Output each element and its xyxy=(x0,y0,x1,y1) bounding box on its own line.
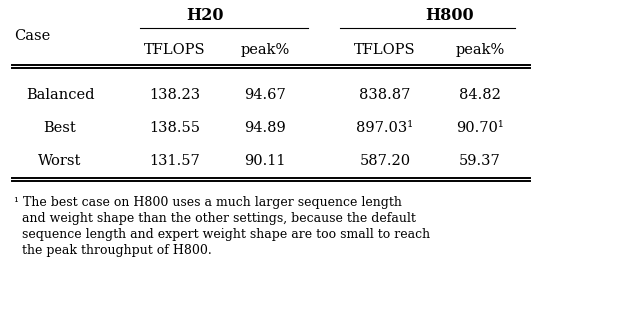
Text: peak%: peak% xyxy=(456,43,504,57)
Text: peak%: peak% xyxy=(241,43,290,57)
Text: H20: H20 xyxy=(186,8,224,25)
Text: sequence length and expert weight shape are too small to reach: sequence length and expert weight shape … xyxy=(14,228,430,241)
Text: 84.82: 84.82 xyxy=(459,88,501,102)
Text: Balanced: Balanced xyxy=(26,88,94,102)
Text: 897.03¹: 897.03¹ xyxy=(356,121,413,135)
Text: Best: Best xyxy=(44,121,76,135)
Text: and weight shape than the other settings, because the default: and weight shape than the other settings… xyxy=(14,212,416,225)
Text: ¹ The best case on H800 uses a much larger sequence length: ¹ The best case on H800 uses a much larg… xyxy=(14,196,402,209)
Text: H800: H800 xyxy=(426,8,474,25)
Text: 138.55: 138.55 xyxy=(150,121,200,135)
Text: 94.67: 94.67 xyxy=(244,88,286,102)
Text: 59.37: 59.37 xyxy=(459,154,501,168)
Text: 838.87: 838.87 xyxy=(359,88,411,102)
Text: TFLOPS: TFLOPS xyxy=(144,43,206,57)
Text: 90.70¹: 90.70¹ xyxy=(456,121,504,135)
Text: 94.89: 94.89 xyxy=(244,121,286,135)
Text: 90.11: 90.11 xyxy=(244,154,285,168)
Text: Case: Case xyxy=(14,29,51,43)
Text: Worst: Worst xyxy=(38,154,82,168)
Text: 138.23: 138.23 xyxy=(149,88,200,102)
Text: 587.20: 587.20 xyxy=(360,154,411,168)
Text: the peak throughput of H800.: the peak throughput of H800. xyxy=(14,244,212,257)
Text: TFLOPS: TFLOPS xyxy=(354,43,416,57)
Text: 131.57: 131.57 xyxy=(150,154,200,168)
